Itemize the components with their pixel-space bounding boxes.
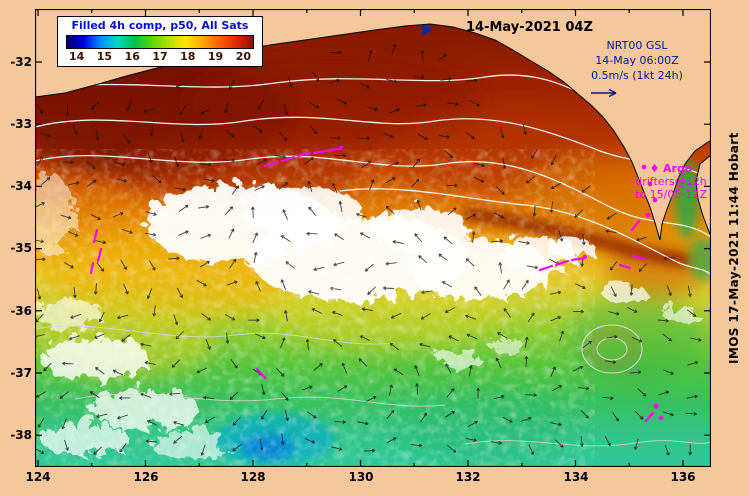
velocity-scale-arrow-icon [591, 88, 617, 98]
x-tick-label: 132 [455, 470, 481, 484]
x-tick-label: 134 [563, 470, 589, 484]
y-tick-label: -34 [10, 179, 32, 193]
y-tick-label: -37 [10, 366, 32, 380]
colorbar-tick: 17 [152, 50, 168, 63]
colorbar-legend: Filled 4h comp, p50, All Sats 14 15 16 1… [57, 16, 263, 67]
sst-map [35, 9, 711, 467]
current-vectors [35, 43, 702, 456]
x-tick-label: 136 [670, 470, 696, 484]
nrt-line3: 0.5m/s (1kt 24h) [591, 69, 683, 82]
colorbar-tick: 16 [124, 50, 140, 63]
y-tick-label: -36 [10, 304, 32, 318]
argo-marker-icon: ♦ [649, 162, 660, 175]
colorbar-gradient [66, 35, 254, 49]
y-tick-label: -32 [10, 55, 32, 69]
colorbar-tick: 18 [180, 50, 196, 63]
argo-float-markers [339, 146, 664, 421]
imos-watermark: IMOS 17-May-2021 11:44 Hobart [727, 132, 741, 364]
x-tick-label: 130 [348, 470, 374, 484]
argo-title: Argo [663, 162, 693, 175]
colorbar-tick: 14 [69, 50, 85, 63]
nrt-annotation: NRT00 GSL 14-May 06:00Z 0.5m/s (1kt 24h) [582, 38, 692, 83]
axis-ticks [35, 9, 711, 467]
argo-legend: ♦ Argo drifters@12h to 15/05-12Z [629, 162, 713, 201]
plot-border [35, 9, 711, 467]
argo-line3: to 15/05-12Z [635, 188, 707, 201]
x-tick-label: 124 [25, 470, 51, 484]
colorbar-tick: 15 [96, 50, 113, 63]
datetime-label: 14-May-2021 04Z [466, 20, 593, 35]
y-tick-label: -35 [10, 241, 32, 255]
argo-line2: drifters@12h [635, 175, 707, 188]
y-tick-label: -33 [10, 117, 32, 131]
contour-lines [35, 74, 711, 447]
flag-marker-icon [421, 24, 433, 36]
y-tick-label: -38 [10, 428, 32, 442]
x-tick-label: 128 [240, 470, 266, 484]
legend-title: Filled 4h comp, p50, All Sats [71, 19, 249, 32]
colorbar-ticks: 14 15 16 17 18 19 20 [58, 50, 262, 63]
nrt-line1: NRT00 GSL [606, 39, 668, 52]
colorbar-tick: 19 [207, 50, 224, 63]
drifter-tracks [89, 147, 655, 423]
colorbar-tick: 20 [235, 50, 251, 63]
x-tick-label: 126 [133, 470, 159, 484]
nrt-line2: 14-May 06:00Z [595, 54, 679, 67]
